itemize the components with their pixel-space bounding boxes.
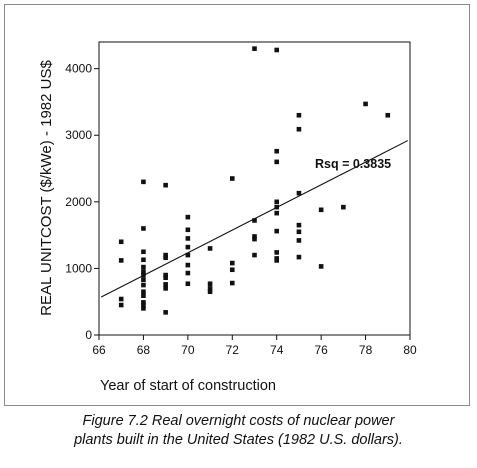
data-point: [141, 226, 146, 231]
y-tick-label: 1000: [65, 261, 92, 275]
data-point: [141, 269, 146, 275]
data-point: [185, 244, 191, 250]
data-point: [296, 229, 302, 235]
data-point: [274, 210, 280, 216]
data-point: [185, 227, 191, 233]
data-point: [252, 218, 257, 223]
data-point: [118, 258, 124, 263]
caption-line-1: Figure 7.2 Real overnight costs of nucle…: [82, 413, 395, 429]
y-tick-label: 0: [85, 328, 92, 342]
data-point: [274, 47, 280, 53]
data-point: [141, 272, 146, 278]
data-point: [229, 280, 235, 286]
data-point: [141, 306, 146, 311]
data-point: [296, 112, 302, 118]
data-point: [296, 238, 302, 243]
data-point: [141, 302, 146, 308]
data-point: [185, 236, 191, 241]
data-point: [185, 270, 191, 276]
data-point: [274, 159, 280, 165]
x-tick-label: 78: [359, 343, 373, 357]
data-point: [118, 239, 124, 245]
data-point: [141, 293, 146, 299]
data-point: [274, 204, 280, 210]
data-point: [141, 300, 146, 305]
data-point: [141, 249, 146, 255]
data-point: [141, 277, 146, 283]
data-point: [296, 190, 302, 196]
data-point: [185, 281, 191, 287]
data-point: [207, 286, 213, 291]
data-point: [163, 282, 168, 287]
data-point: [318, 264, 324, 269]
figure-caption: Figure 7.2 Real overnight costs of nucle…: [0, 412, 477, 450]
x-tick-label: 80: [403, 343, 417, 357]
data-point: [229, 176, 235, 181]
caption-line-2: plants built in the United States (1982 …: [74, 432, 403, 448]
data-point: [141, 179, 146, 185]
data-point: [252, 252, 257, 258]
data-point: [229, 267, 235, 273]
data-point: [163, 182, 168, 188]
scatter-chart: 66 68 70 72 74 76 78 80 0 1000 2000 3000 4000 Rsq = …: [38, 41, 417, 394]
data-point: [163, 310, 168, 315]
data-point: [274, 228, 280, 234]
data-point: [229, 260, 235, 266]
data-point: [274, 148, 280, 154]
data-point: [185, 262, 191, 268]
data-point: [296, 254, 302, 260]
chart-axes: 66 68 70 72 74 76 78 80 0 1000 2000 3000 4000: [65, 41, 417, 357]
data-point: [118, 296, 124, 302]
x-tick-label: 70: [181, 343, 195, 357]
data-point: [163, 286, 168, 291]
data-point: [163, 275, 168, 281]
data-point: [252, 236, 257, 242]
data-point: [163, 255, 168, 261]
rsq-annotation: Rsq = 0.3835: [315, 157, 391, 171]
data-point: [274, 258, 280, 263]
data-point: [141, 257, 146, 263]
data-point: [185, 214, 191, 220]
data-point: [363, 101, 368, 107]
plot-area-border: [98, 41, 411, 336]
data-point: [318, 207, 324, 213]
x-tick-label: 76: [314, 343, 328, 357]
data-points-group: [118, 46, 391, 315]
x-tick-label: 72: [226, 343, 240, 357]
data-point: [141, 289, 146, 295]
data-point: [274, 199, 280, 205]
data-point: [341, 204, 346, 210]
data-point: [141, 282, 146, 288]
y-tick-label: 2000: [65, 195, 92, 209]
data-point: [252, 234, 257, 239]
x-axis-title: Year of start of construction: [100, 378, 276, 394]
x-tick-label: 66: [92, 343, 106, 357]
data-point: [296, 126, 302, 132]
x-tick-label: 74: [270, 343, 284, 357]
data-point: [385, 112, 391, 118]
data-point: [207, 246, 213, 251]
data-point: [252, 46, 257, 51]
data-point: [207, 281, 213, 287]
data-point: [185, 252, 191, 258]
y-tick-label: 4000: [65, 62, 92, 76]
figure-frame: [4, 4, 470, 406]
y-tick-label: 3000: [65, 128, 92, 142]
data-point: [296, 222, 302, 228]
data-point: [163, 252, 168, 258]
data-point: [207, 289, 213, 295]
data-point: [274, 250, 280, 255]
data-point: [163, 272, 168, 278]
x-tick-label: 68: [137, 343, 151, 357]
y-axis-title: REAL UNITCOST ($/kWe) - 1982 US$: [38, 60, 55, 316]
data-point: [118, 302, 124, 308]
data-point: [141, 264, 146, 270]
